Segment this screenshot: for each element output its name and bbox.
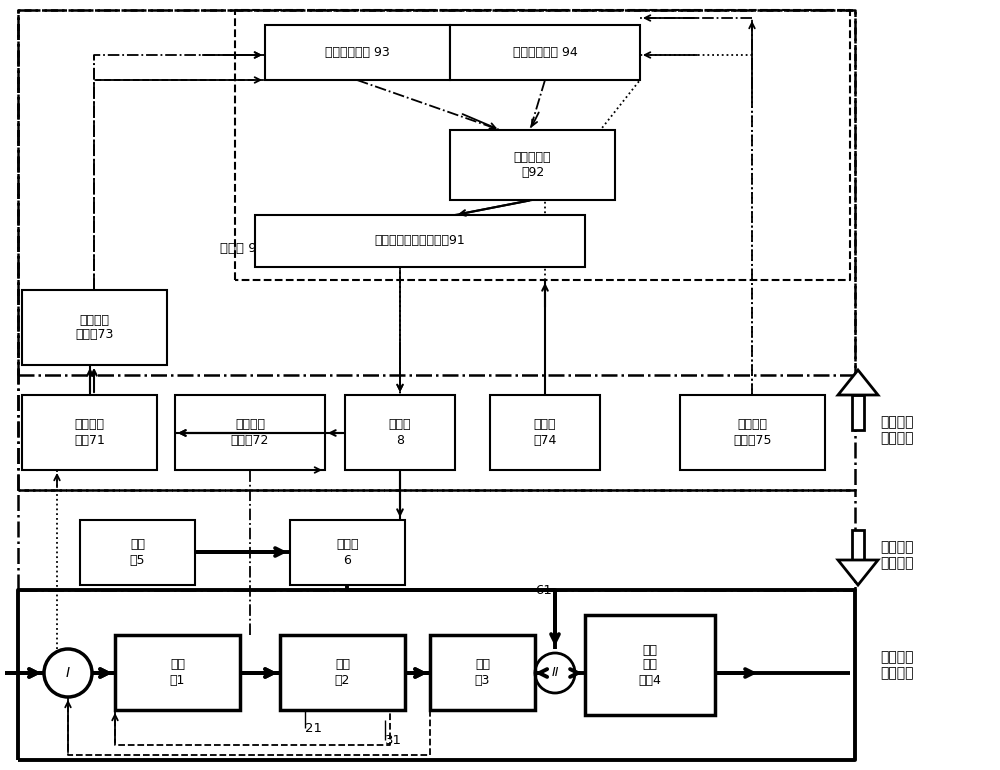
Text: 进水水量
仪表71: 进水水量 仪表71 [74, 419, 105, 447]
Text: 碳源投加
控制系统: 碳源投加 控制系统 [880, 415, 914, 445]
Text: II: II [551, 667, 559, 679]
Bar [80, 520, 195, 585]
Bar [852, 395, 864, 430]
Text: 硝氮仪
表74: 硝氮仪 表74 [533, 419, 557, 447]
Polygon shape [838, 370, 878, 395]
Text: 反馈补偿模块 94: 反馈补偿模块 94 [513, 46, 577, 59]
Text: 前馈补偿模块 93: 前馈补偿模块 93 [325, 46, 390, 59]
Text: 61: 61 [535, 584, 552, 597]
Bar [115, 635, 240, 710]
Bar [680, 395, 825, 470]
Bar [450, 25, 640, 80]
Text: 缺氧
区1: 缺氧 区1 [170, 658, 185, 687]
Text: 加药泵
6: 加药泵 6 [336, 538, 359, 567]
Text: 变频器
8: 变频器 8 [389, 419, 411, 447]
Text: 总出水总
氮仪表75: 总出水总 氮仪表75 [733, 419, 772, 447]
Bar [22, 395, 157, 470]
Bar [345, 395, 455, 470]
Bar [280, 635, 405, 710]
Bar [490, 395, 600, 470]
Text: 好氧
区2: 好氧 区2 [335, 658, 350, 687]
Text: 贮药
池5: 贮药 池5 [130, 538, 145, 567]
Text: 污水处理
工艺流程: 污水处理 工艺流程 [880, 650, 914, 680]
Text: 外回流流
量仪表73: 外回流流 量仪表73 [75, 313, 114, 342]
Text: 工控机 9: 工控机 9 [220, 242, 257, 255]
Bar [175, 395, 325, 470]
Bar [852, 530, 864, 560]
Text: 硝氮控制模
块92: 硝氮控制模 块92 [514, 151, 551, 179]
Text: 二沉
池3: 二沉 池3 [475, 658, 490, 687]
Text: 21: 21 [305, 721, 322, 735]
Text: 深度
处理
单元4: 深度 处理 单元4 [639, 644, 661, 687]
Text: 加药泵投加量控制模块91: 加药泵投加量控制模块91 [375, 235, 465, 247]
Polygon shape [838, 560, 878, 585]
Text: 31: 31 [385, 734, 402, 746]
Text: 碳源投加
工艺装置: 碳源投加 工艺装置 [880, 540, 914, 570]
Bar [22, 290, 167, 365]
Bar [430, 635, 535, 710]
Bar [450, 130, 615, 200]
Text: 内回流流
量仪表72: 内回流流 量仪表72 [231, 419, 269, 447]
Bar [585, 615, 715, 715]
Bar [290, 520, 405, 585]
Bar [255, 215, 585, 267]
Text: I: I [66, 666, 70, 680]
Bar [265, 25, 450, 80]
